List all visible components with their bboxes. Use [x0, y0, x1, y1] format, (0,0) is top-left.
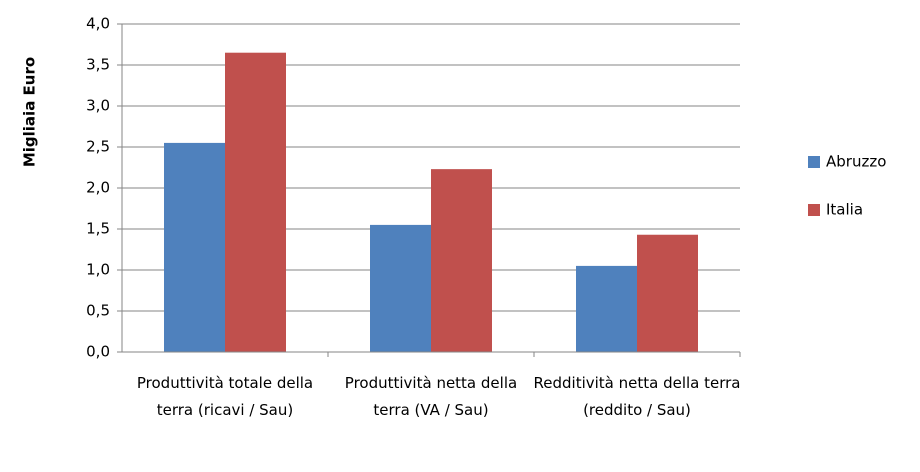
- legend-label: Italia: [826, 201, 863, 219]
- x-tick-label: Redditività netta della terra (reddito /…: [533, 374, 741, 419]
- y-tick-label: 2,5: [86, 138, 110, 156]
- x-tick-label-box: Produttività totale della terra (ricavi …: [136, 374, 314, 419]
- y-axis-title: Migliaia Euro: [21, 57, 39, 167]
- y-tick-label: 3,0: [86, 97, 110, 115]
- x-tick-label: Produttività netta della terra (VA / Sau…: [344, 374, 518, 419]
- bar: [637, 234, 698, 352]
- x-tick-label: Produttività totale della terra (ricavi …: [136, 374, 314, 419]
- y-tick-label: 2,0: [86, 179, 110, 197]
- bar: [164, 142, 225, 352]
- x-tick-label-box: Redditività netta della terra (reddito /…: [533, 374, 741, 419]
- x-tick-label-box: Produttività netta della terra (VA / Sau…: [344, 374, 518, 419]
- y-tick-label: 4,0: [86, 15, 110, 33]
- bar: [576, 265, 637, 352]
- y-tick-label: 0,5: [86, 302, 110, 320]
- y-tick-label: 3,5: [86, 56, 110, 74]
- y-tick-label: 0,0: [86, 343, 110, 361]
- bar: [370, 224, 431, 352]
- legend-swatch: [808, 204, 820, 216]
- y-tick-label: 1,5: [86, 220, 110, 238]
- bar: [225, 52, 286, 352]
- legend-label: Abruzzo: [826, 153, 886, 171]
- legend-swatch: [808, 156, 820, 168]
- bar: [431, 169, 492, 352]
- y-tick-label: 1,0: [86, 261, 110, 279]
